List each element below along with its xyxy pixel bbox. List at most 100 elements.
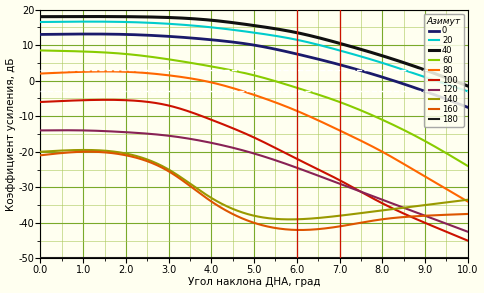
180 bbox=[388, 257, 393, 260]
Line: 100: 100 bbox=[41, 100, 468, 241]
160 bbox=[244, 219, 250, 222]
0 bbox=[242, 42, 247, 45]
140 bbox=[242, 211, 247, 215]
80 bbox=[465, 200, 470, 203]
40 bbox=[389, 57, 394, 60]
20 bbox=[244, 30, 250, 33]
120 bbox=[242, 149, 247, 152]
80 bbox=[455, 194, 461, 198]
80 bbox=[389, 155, 394, 159]
20 bbox=[455, 86, 461, 90]
0 bbox=[293, 52, 299, 55]
0 bbox=[244, 42, 250, 46]
Line: 0: 0 bbox=[41, 34, 468, 107]
20 bbox=[465, 90, 470, 93]
140 bbox=[81, 148, 87, 152]
0 bbox=[87, 32, 93, 36]
140 bbox=[390, 207, 395, 211]
120 bbox=[62, 129, 68, 132]
Line: 20: 20 bbox=[41, 22, 468, 91]
20 bbox=[389, 64, 394, 68]
40 bbox=[242, 22, 247, 26]
160 bbox=[86, 150, 91, 154]
180 bbox=[38, 257, 44, 260]
180 bbox=[465, 257, 470, 260]
60 bbox=[292, 85, 298, 89]
120 bbox=[455, 226, 461, 230]
40 bbox=[293, 31, 299, 34]
Line: 40: 40 bbox=[41, 16, 468, 86]
160 bbox=[456, 212, 462, 216]
160 bbox=[390, 216, 395, 220]
120 bbox=[465, 230, 470, 234]
140 bbox=[38, 150, 44, 154]
140 bbox=[287, 218, 292, 221]
40 bbox=[38, 15, 44, 18]
80 bbox=[293, 109, 299, 112]
20 bbox=[38, 20, 44, 24]
Line: 60: 60 bbox=[41, 50, 468, 166]
180 bbox=[292, 257, 298, 260]
40 bbox=[270, 27, 275, 30]
140 bbox=[465, 198, 470, 202]
180 bbox=[454, 257, 460, 260]
160 bbox=[297, 228, 303, 232]
140 bbox=[456, 199, 462, 202]
X-axis label: Угол наклона ДНА, град: Угол наклона ДНА, град bbox=[188, 277, 320, 287]
160 bbox=[242, 217, 247, 221]
160 bbox=[38, 154, 44, 157]
80 bbox=[104, 70, 109, 73]
Y-axis label: Коэффициент усиления, дБ: Коэффициент усиления, дБ bbox=[5, 57, 15, 211]
20 bbox=[242, 30, 247, 33]
100 bbox=[455, 235, 461, 239]
120 bbox=[244, 150, 250, 153]
100 bbox=[389, 206, 394, 209]
40 bbox=[244, 23, 250, 26]
40 bbox=[455, 81, 461, 84]
60 bbox=[241, 71, 246, 74]
0 bbox=[38, 33, 44, 36]
80 bbox=[244, 91, 250, 94]
100 bbox=[270, 145, 275, 148]
100 bbox=[465, 239, 470, 242]
60 bbox=[243, 71, 249, 75]
0 bbox=[270, 47, 275, 50]
120 bbox=[293, 166, 299, 169]
100 bbox=[242, 131, 247, 135]
Line: 140: 140 bbox=[41, 150, 468, 219]
160 bbox=[293, 228, 299, 232]
100 bbox=[38, 100, 44, 104]
180 bbox=[269, 257, 274, 260]
100 bbox=[293, 156, 299, 160]
140 bbox=[244, 212, 250, 216]
80 bbox=[38, 72, 44, 75]
60 bbox=[269, 78, 274, 82]
Line: 120: 120 bbox=[41, 130, 468, 232]
0 bbox=[455, 102, 461, 105]
40 bbox=[87, 15, 93, 18]
40 bbox=[465, 84, 470, 88]
160 bbox=[465, 212, 470, 216]
20 bbox=[270, 34, 275, 37]
60 bbox=[388, 122, 393, 125]
60 bbox=[38, 49, 44, 52]
180 bbox=[243, 257, 249, 260]
60 bbox=[465, 164, 470, 168]
80 bbox=[242, 90, 247, 93]
0 bbox=[465, 105, 470, 109]
100 bbox=[244, 132, 250, 136]
120 bbox=[38, 129, 44, 132]
20 bbox=[87, 20, 93, 23]
60 bbox=[454, 158, 460, 161]
Legend: 0, 20, 40, 60, 80, 100, 120, 140, 160, 180: 0, 20, 40, 60, 80, 100, 120, 140, 160, 1… bbox=[424, 14, 464, 127]
Line: 80: 80 bbox=[41, 71, 468, 202]
0 bbox=[389, 78, 394, 82]
20 bbox=[293, 38, 299, 41]
140 bbox=[270, 217, 275, 220]
120 bbox=[389, 201, 394, 205]
160 bbox=[270, 226, 275, 229]
Line: 160: 160 bbox=[41, 152, 468, 230]
180 bbox=[241, 257, 246, 260]
140 bbox=[294, 217, 300, 221]
100 bbox=[104, 98, 109, 102]
